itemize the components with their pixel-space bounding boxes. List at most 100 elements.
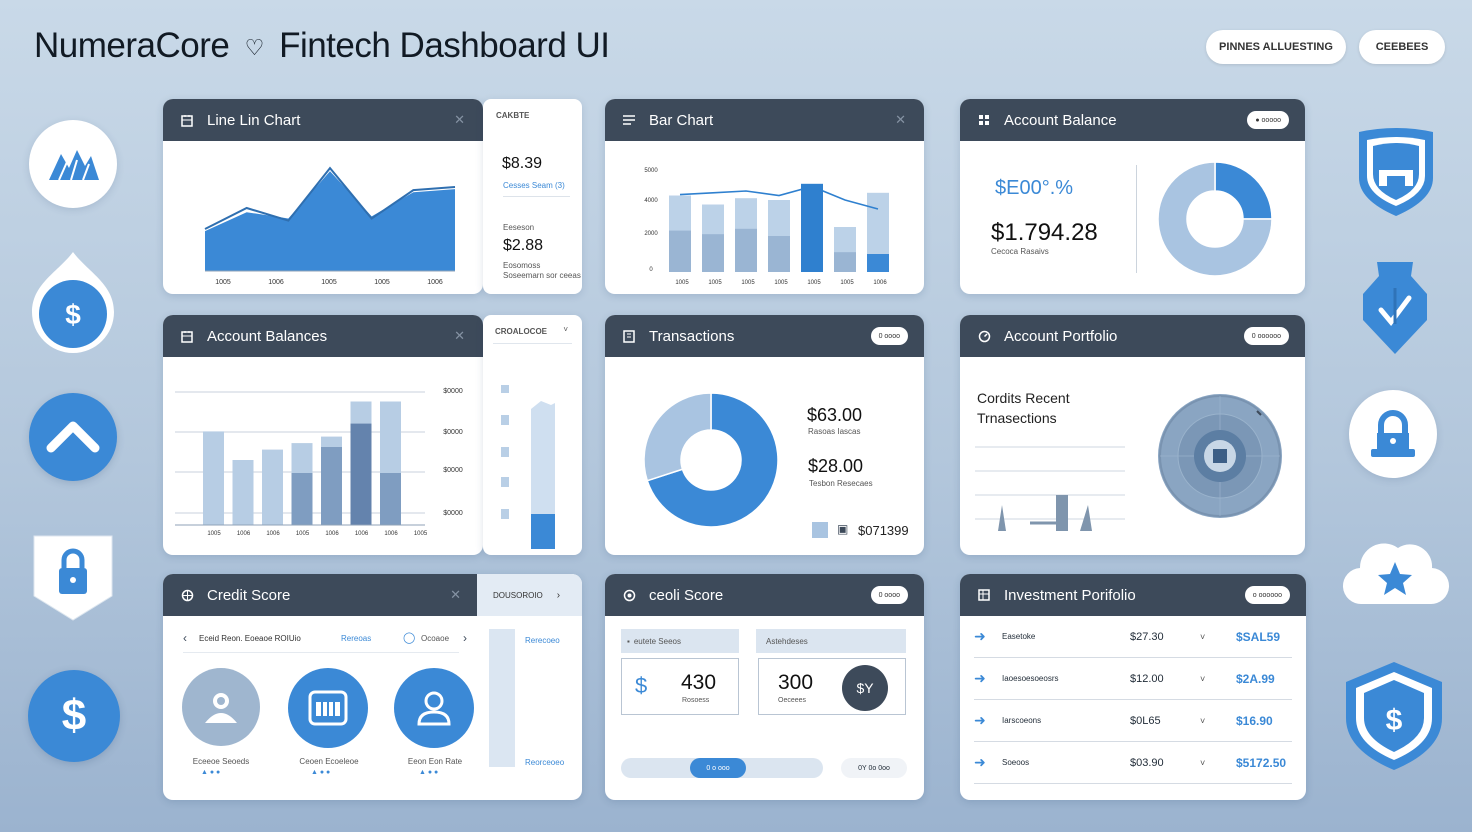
table-row[interactable]: ➜ Easetoke $27.30 ˅ $SAL59 (974, 616, 1292, 658)
mini-chart-side-panel: CROALOCOE ˅ (483, 315, 582, 555)
heart-icon: ♡ (244, 34, 265, 60)
bar-light (203, 431, 224, 525)
nav-link[interactable]: Rereoas (341, 634, 372, 643)
chevron-down-icon[interactable]: ˅ (563, 325, 568, 334)
table-row[interactable]: ➜ Iaoesoesoeosrs $12.00 ˅ $2A.99 (974, 658, 1292, 700)
trend-line (679, 185, 879, 210)
side-label-top: Rerecoeo (525, 636, 560, 645)
pen-check-icon[interactable] (1357, 258, 1433, 356)
line-chart-card: Line Lin Chart ✕ 1005 1006 1005 1005 1006 (163, 99, 483, 294)
line-chart: 1005 1006 1005 1005 1006 (204, 166, 456, 286)
portfolio-mini-chart (975, 446, 1125, 531)
table-row[interactable]: ➜ Soeoos $03.90 ˅ $5172.50 (974, 742, 1292, 784)
status-badge[interactable]: ● ooooo (1247, 111, 1289, 129)
bar-dark (321, 447, 342, 525)
chevron-right-icon[interactable]: › (556, 589, 561, 601)
tx-value-1: $63.00 (807, 405, 863, 425)
nav-pill[interactable]: Ocoaoe (421, 634, 450, 643)
bar-chart-card: Bar Chart ✕ 5000 4000 2000 0 1005 1005 1005 1005… (605, 99, 924, 294)
x-tick-label: 1006 (325, 531, 339, 537)
dollar-coin-icon[interactable]: $ (28, 670, 120, 762)
score-box-2: 300 Oeceees $Y (758, 658, 906, 715)
tab-selector[interactable]: DOUSOROIO › (477, 574, 582, 616)
x-tick-label: 1005 (807, 280, 821, 286)
header-button-1[interactable]: PINNES ALLUESTING (1206, 30, 1346, 64)
page-title: NumeraCore ♡ Fintech Dashboard UI (34, 26, 610, 66)
header-button-2[interactable]: CEEBEES (1359, 30, 1445, 64)
score-badge[interactable]: $Y (842, 665, 888, 711)
row-name: Iarscoeons (1002, 716, 1042, 725)
status-badge[interactable]: o oooooo (1244, 586, 1290, 604)
tag-icon: ➜ (974, 754, 986, 770)
row-value: $0L65 (1130, 714, 1161, 727)
x-tick-label: 1005 (675, 280, 689, 286)
chevron-left-icon[interactable]: ‹ (183, 631, 187, 645)
lock-badge-icon[interactable] (1349, 390, 1437, 478)
item-label-1: Eceeoe Seoeds (192, 757, 250, 766)
user-icon[interactable] (394, 668, 474, 748)
panel-value-2: $2.88 (503, 237, 544, 254)
close-icon[interactable]: ✕ (895, 112, 906, 127)
chevron-down-icon[interactable]: ˅ (1200, 757, 1206, 768)
panel-label-2: Eeseson (503, 223, 535, 232)
user-shield-icon[interactable] (182, 668, 260, 746)
chart-mountain-icon[interactable] (29, 120, 117, 208)
row-change: $SAL59 (1236, 629, 1281, 644)
bar-dark (801, 183, 823, 272)
close-icon[interactable]: ✕ (454, 328, 465, 343)
chevron-right-icon[interactable]: › (463, 631, 467, 645)
portfolio-text-2: Trnasections (977, 410, 1057, 426)
bar-dark (768, 236, 790, 272)
bar-dark (291, 473, 313, 525)
tab-2[interactable]: Astehdeses (756, 629, 906, 653)
score-slider-handle[interactable]: 0 o ooo (690, 758, 746, 778)
svg-text:$: $ (65, 299, 81, 330)
bar-dark (867, 254, 889, 272)
chevron-up-icon[interactable] (29, 393, 117, 481)
close-icon[interactable]: ✕ (454, 112, 465, 127)
tab-1-label: eutete Seeos (633, 636, 681, 646)
card-title: Transactions (649, 327, 735, 345)
card-title: Credit Score (207, 586, 291, 604)
bar-dark (834, 252, 856, 272)
cloud-star-icon[interactable] (1340, 534, 1450, 608)
credit-score-card: Credit Score ✕ DOUSOROIO › ‹ Eceid Reon. E… (163, 574, 582, 800)
card-title: Account Balance (1004, 111, 1117, 129)
summary-side-panel: CAKBTE $8.39 Cesses Seam (3) Eeseson $2.… (483, 99, 582, 294)
status-badge[interactable]: 0 oooo (870, 586, 908, 604)
shield-icon[interactable] (1355, 126, 1437, 218)
score-sub-1: Rosoess (682, 697, 710, 704)
account-portfolio-card: Account Portfolio 0 oooooo Cordits Recent… (960, 315, 1305, 555)
list-icon (621, 113, 637, 127)
status-badge[interactable]: 0 oooo (870, 327, 908, 345)
card-title: Bar Chart (649, 111, 714, 129)
calculator-icon[interactable] (288, 668, 368, 748)
side-scroll-bar[interactable] (489, 629, 515, 767)
x-tick-label: 1006 (266, 531, 280, 537)
chevron-down-icon[interactable]: ˅ (1200, 631, 1206, 642)
x-tick-label: 1005 (708, 280, 722, 286)
dollar-shield-icon[interactable]: $ (1342, 660, 1446, 772)
credit-score-2-card: ceoli Score 0 oooo ▪ eutete Seeos Astehdes… (605, 574, 924, 800)
calendar-icon (179, 113, 195, 127)
panel-label: CAKBTE (496, 111, 530, 120)
table-row[interactable]: ➜ Iarscoeons $0L65 ˅ $16.90 (974, 700, 1292, 742)
table-icon (976, 588, 992, 602)
calendar-icon (179, 329, 195, 343)
building-icon (621, 329, 637, 343)
tab-1[interactable]: ▪ eutete Seeos (621, 629, 739, 653)
bar-chart: 5000 4000 2000 0 1005 1005 1005 1005 1005 1005 100… (644, 168, 889, 286)
portfolio-radial-chart (1158, 394, 1282, 518)
dollar-drop-icon[interactable]: $ (30, 250, 116, 354)
transactions-card: Transactions 0 oooo $63.00 Rasoas Iascas … (605, 315, 924, 555)
y-tick-label: 0 (649, 267, 653, 273)
x-tick-label: 1005 (414, 531, 428, 537)
chevron-down-icon[interactable]: ˅ (1200, 673, 1206, 684)
x-tick-label: 1006 (384, 531, 398, 537)
lock-shield-icon[interactable] (30, 532, 116, 622)
x-tick-label: 1006 (268, 279, 284, 286)
area-series (205, 171, 455, 271)
close-icon[interactable]: ✕ (450, 587, 461, 602)
chevron-down-icon[interactable]: ˅ (1200, 715, 1206, 726)
status-badge[interactable]: 0 oooooo (1243, 327, 1289, 345)
